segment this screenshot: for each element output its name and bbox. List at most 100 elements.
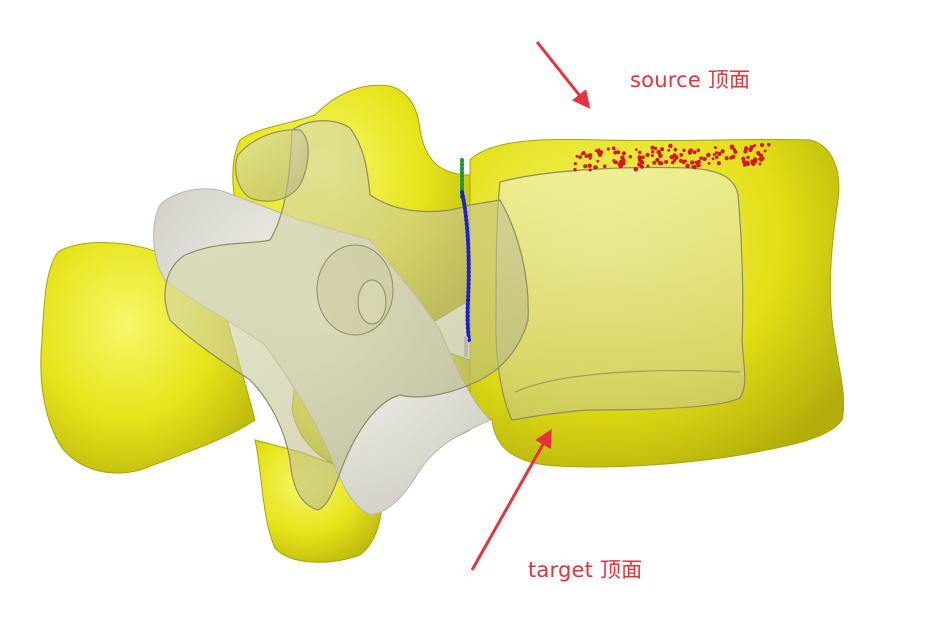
source-point (711, 157, 715, 161)
source-point (730, 146, 733, 150)
source-point (758, 157, 762, 161)
source-point (746, 155, 750, 160)
source-point (583, 164, 588, 169)
source-point (685, 163, 690, 169)
source-point (689, 160, 695, 165)
source-point (628, 155, 633, 159)
source-point (616, 150, 621, 155)
source-point (759, 153, 764, 158)
contour-blue-line (460, 190, 471, 342)
source-point (660, 147, 665, 152)
source-point (759, 142, 765, 148)
source-point (653, 146, 658, 151)
source-point (584, 154, 589, 159)
source-point (749, 145, 754, 150)
source-point (612, 160, 617, 164)
source-point (758, 162, 762, 166)
target-endplate-lower (514, 370, 741, 393)
source-point (611, 146, 616, 151)
source-point (717, 151, 722, 156)
source-point (690, 148, 693, 152)
source-point (714, 151, 718, 155)
source-point (621, 151, 626, 156)
source-point (683, 159, 687, 163)
source-point (606, 147, 610, 151)
source-point (692, 150, 697, 155)
source-point (672, 158, 677, 163)
source-point (578, 155, 582, 160)
source-point (597, 152, 603, 157)
source-top-surface-label: source 顶面 (630, 68, 751, 92)
source-point (581, 151, 586, 155)
source-point (699, 156, 703, 160)
source-point (652, 160, 657, 165)
source-point (659, 161, 664, 166)
source-point (639, 164, 644, 169)
source-point (634, 148, 638, 152)
target-upper-process (235, 129, 309, 202)
source-point (669, 155, 674, 160)
source-point (682, 148, 686, 152)
source-point (575, 154, 579, 158)
source-point (594, 149, 598, 153)
source-point (767, 142, 771, 147)
source-point (573, 162, 577, 166)
source-point (742, 163, 747, 167)
contour-points (460, 158, 471, 358)
source-point (692, 165, 697, 170)
source-point (743, 149, 748, 154)
source-point (696, 148, 701, 153)
source-point (597, 148, 601, 152)
target-top-surface-label: target 顶面 (528, 558, 643, 582)
source-point (650, 150, 655, 154)
source-point (638, 150, 642, 155)
source-point (667, 148, 671, 152)
source-point (679, 153, 684, 157)
source-point (745, 160, 750, 166)
source-point (744, 146, 748, 151)
source-top-surface-points (573, 142, 771, 172)
source-point (673, 147, 678, 152)
source-point (713, 146, 717, 150)
source-point (637, 155, 642, 160)
source-point (733, 149, 738, 154)
source-point (587, 153, 593, 158)
source-point (724, 156, 729, 161)
source-point (641, 155, 645, 160)
source-point (706, 152, 711, 158)
target-facet-inner (357, 279, 387, 325)
source-point (645, 152, 650, 158)
source-point (593, 165, 598, 170)
source-point (741, 159, 746, 164)
source-point (573, 168, 577, 172)
source-point (720, 149, 725, 154)
source-point (750, 161, 754, 165)
source-point (646, 164, 650, 168)
source-point (650, 145, 655, 150)
target-arrow (470, 428, 552, 571)
source-point (674, 155, 679, 160)
source-arrow (535, 41, 591, 109)
source-point (702, 156, 707, 162)
source-point (588, 168, 592, 172)
source-point (633, 167, 639, 172)
source-point (668, 143, 673, 149)
target-vertebra (164, 120, 746, 511)
source-point (664, 159, 669, 164)
source-point (620, 155, 625, 160)
source-point (613, 150, 618, 155)
source-point (753, 159, 758, 164)
source-point (658, 152, 662, 156)
source-point (712, 153, 716, 157)
target-body (495, 166, 746, 421)
source-point (716, 161, 722, 166)
source-point (731, 154, 736, 159)
source-point (763, 149, 767, 153)
source-point (696, 162, 700, 166)
source-point (587, 163, 592, 168)
source-point (596, 159, 600, 163)
target-arch (164, 120, 529, 511)
source-point (687, 150, 693, 155)
